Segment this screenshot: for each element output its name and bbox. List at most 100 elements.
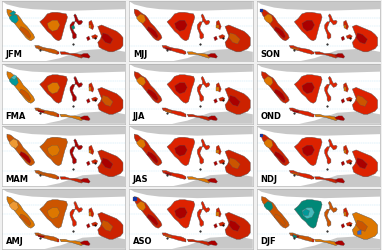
Polygon shape xyxy=(165,110,172,113)
Polygon shape xyxy=(256,189,380,198)
Polygon shape xyxy=(274,214,285,226)
Polygon shape xyxy=(47,145,60,156)
Polygon shape xyxy=(292,47,299,50)
Polygon shape xyxy=(229,95,240,106)
Polygon shape xyxy=(86,36,90,41)
Polygon shape xyxy=(356,33,367,44)
Polygon shape xyxy=(175,145,187,156)
Polygon shape xyxy=(187,52,211,58)
Polygon shape xyxy=(10,139,18,148)
Polygon shape xyxy=(274,152,285,164)
Polygon shape xyxy=(214,36,217,41)
Polygon shape xyxy=(295,137,322,166)
Polygon shape xyxy=(256,126,380,136)
Polygon shape xyxy=(289,233,313,242)
Polygon shape xyxy=(314,177,338,183)
Polygon shape xyxy=(60,114,84,121)
Polygon shape xyxy=(219,97,225,101)
Polygon shape xyxy=(102,33,113,44)
Polygon shape xyxy=(207,241,217,246)
Polygon shape xyxy=(89,212,91,216)
Text: ASO: ASO xyxy=(133,237,152,246)
Polygon shape xyxy=(299,174,380,186)
Text: JFM: JFM xyxy=(6,50,23,59)
Polygon shape xyxy=(260,134,263,137)
Polygon shape xyxy=(172,174,253,186)
Polygon shape xyxy=(165,172,172,175)
Polygon shape xyxy=(89,208,94,217)
Polygon shape xyxy=(352,212,377,239)
Polygon shape xyxy=(89,145,94,155)
Text: FMA: FMA xyxy=(6,112,26,122)
Polygon shape xyxy=(216,208,221,217)
Polygon shape xyxy=(7,134,35,166)
Polygon shape xyxy=(80,241,90,246)
Polygon shape xyxy=(102,95,113,106)
Polygon shape xyxy=(57,114,59,117)
Polygon shape xyxy=(175,83,187,94)
Polygon shape xyxy=(2,126,126,136)
Polygon shape xyxy=(335,116,345,121)
Polygon shape xyxy=(19,214,31,226)
Polygon shape xyxy=(264,14,273,24)
Polygon shape xyxy=(147,26,158,38)
Polygon shape xyxy=(312,52,314,54)
Polygon shape xyxy=(295,200,322,228)
Polygon shape xyxy=(216,150,219,153)
Polygon shape xyxy=(225,150,250,177)
Polygon shape xyxy=(70,14,83,39)
Polygon shape xyxy=(172,49,253,61)
Polygon shape xyxy=(2,1,126,11)
Polygon shape xyxy=(325,76,337,102)
Polygon shape xyxy=(40,75,68,103)
Polygon shape xyxy=(207,116,217,121)
Polygon shape xyxy=(289,46,313,54)
Polygon shape xyxy=(80,54,90,58)
Polygon shape xyxy=(172,111,253,124)
Polygon shape xyxy=(207,178,217,183)
Polygon shape xyxy=(185,52,186,54)
Polygon shape xyxy=(10,14,18,24)
Polygon shape xyxy=(37,47,45,50)
Polygon shape xyxy=(341,36,345,41)
Polygon shape xyxy=(343,20,348,30)
Polygon shape xyxy=(299,236,380,249)
Polygon shape xyxy=(86,224,90,228)
Polygon shape xyxy=(137,76,146,86)
Polygon shape xyxy=(335,54,345,58)
Polygon shape xyxy=(98,150,123,177)
Polygon shape xyxy=(335,241,345,246)
Polygon shape xyxy=(57,52,59,54)
Polygon shape xyxy=(225,25,250,52)
Polygon shape xyxy=(89,150,91,153)
Polygon shape xyxy=(19,89,31,101)
Polygon shape xyxy=(102,220,113,231)
Polygon shape xyxy=(214,224,217,228)
Polygon shape xyxy=(314,114,338,121)
Polygon shape xyxy=(10,201,18,211)
Polygon shape xyxy=(134,134,162,166)
Polygon shape xyxy=(7,196,35,228)
Polygon shape xyxy=(162,233,186,242)
Polygon shape xyxy=(47,208,60,219)
Polygon shape xyxy=(89,83,94,92)
Polygon shape xyxy=(80,178,90,183)
Polygon shape xyxy=(197,201,210,226)
Text: AMJ: AMJ xyxy=(6,237,23,246)
Polygon shape xyxy=(129,189,253,198)
Polygon shape xyxy=(260,9,263,12)
Polygon shape xyxy=(162,170,186,179)
Polygon shape xyxy=(187,114,211,121)
Polygon shape xyxy=(352,88,377,114)
Polygon shape xyxy=(293,234,297,238)
Polygon shape xyxy=(165,234,172,238)
Text: MAM: MAM xyxy=(6,175,29,184)
Polygon shape xyxy=(86,98,90,103)
Polygon shape xyxy=(262,72,289,103)
Polygon shape xyxy=(341,98,345,103)
Polygon shape xyxy=(98,88,123,114)
Polygon shape xyxy=(312,239,314,242)
Polygon shape xyxy=(256,1,380,11)
Polygon shape xyxy=(70,201,83,226)
Polygon shape xyxy=(262,9,289,41)
